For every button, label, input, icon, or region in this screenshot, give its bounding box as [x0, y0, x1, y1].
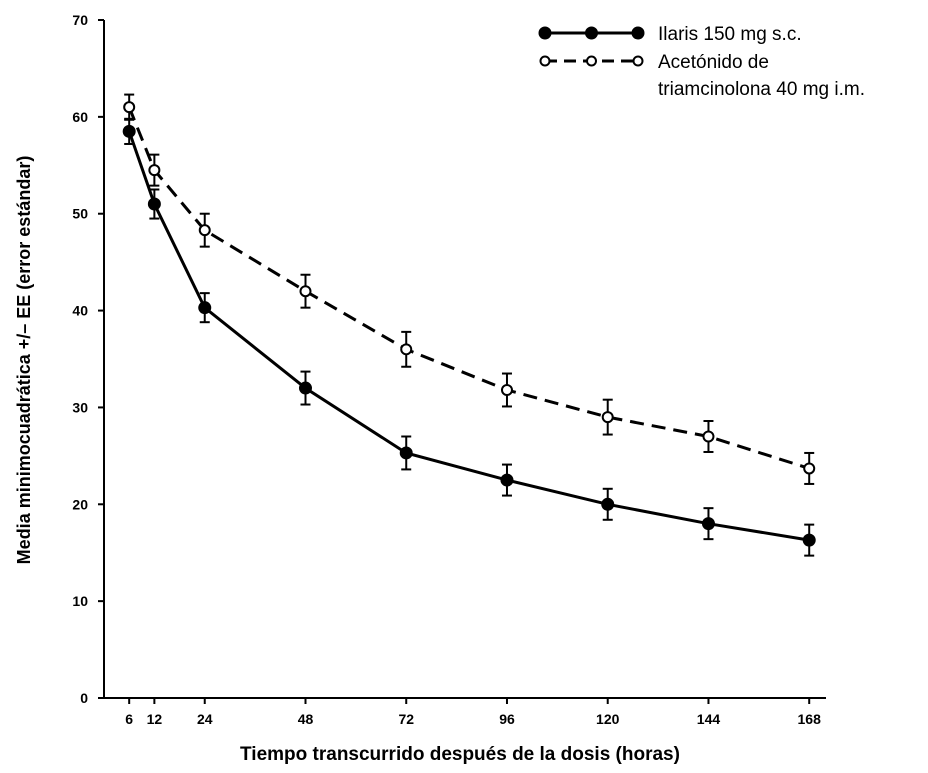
- y-axis-label: Media minimocuadrática +/– EE (error est…: [14, 156, 34, 565]
- data-point: [601, 411, 614, 424]
- legend-marker: [631, 26, 645, 40]
- data-point: [803, 462, 816, 475]
- x-tick-label: 12: [147, 711, 163, 727]
- legend-label: Acetónido de: [658, 52, 769, 73]
- data-point: [147, 197, 161, 211]
- legend-marker: [539, 55, 551, 67]
- x-tick-label: 48: [298, 711, 314, 727]
- data-point: [701, 517, 715, 531]
- data-point: [500, 383, 513, 396]
- legend-marker: [585, 26, 598, 40]
- x-tick-label: 96: [499, 711, 515, 727]
- y-tick-label: 0: [80, 690, 88, 706]
- y-tick-label: 10: [72, 593, 88, 609]
- data-point: [122, 124, 136, 138]
- x-tick-label: 6: [125, 711, 133, 727]
- x-tick-label: 168: [798, 711, 822, 727]
- y-tick-label: 50: [72, 206, 88, 222]
- y-tick-label: 20: [72, 496, 88, 512]
- y-tick-label: 60: [72, 109, 88, 125]
- series-line: [127, 130, 810, 542]
- x-tick-label: 144: [697, 711, 721, 727]
- data-point: [198, 224, 211, 237]
- series-layer: [122, 93, 816, 557]
- x-tick-label: 24: [197, 711, 213, 727]
- legend-label: Ilaris 150 mg s.c.: [658, 24, 802, 45]
- data-point: [802, 533, 816, 547]
- legend-marker: [586, 55, 597, 67]
- data-point: [702, 430, 715, 443]
- data-point: [148, 164, 161, 177]
- axes: 0 10 20 30 40 50 60 70 6 12 24 48 72 96 120 144 168: [72, 12, 826, 727]
- data-point: [399, 446, 413, 460]
- data-point: [198, 301, 212, 315]
- legend-marker: [632, 55, 644, 67]
- data-point: [601, 497, 615, 511]
- y-tick-label: 70: [72, 12, 88, 28]
- series-0: [122, 117, 816, 557]
- y-tick-label: 40: [72, 303, 88, 319]
- legend: Ilaris 150 mg s.c. Acetónido de triamcinol…: [538, 24, 865, 100]
- data-point: [298, 381, 312, 395]
- data-point: [123, 101, 136, 114]
- x-tick-label: 120: [596, 711, 620, 727]
- y-tick-label: 30: [72, 399, 88, 415]
- legend-label: triamcinolona 40 mg i.m.: [658, 79, 865, 100]
- data-point: [500, 473, 514, 487]
- series-line: [127, 106, 810, 470]
- legend-marker: [538, 26, 552, 40]
- data-point: [400, 343, 413, 356]
- data-point: [299, 285, 312, 298]
- x-axis-label: Tiempo transcurrido después de la dosis …: [240, 744, 680, 765]
- x-tick-label: 72: [398, 711, 414, 727]
- series-1: [123, 93, 816, 485]
